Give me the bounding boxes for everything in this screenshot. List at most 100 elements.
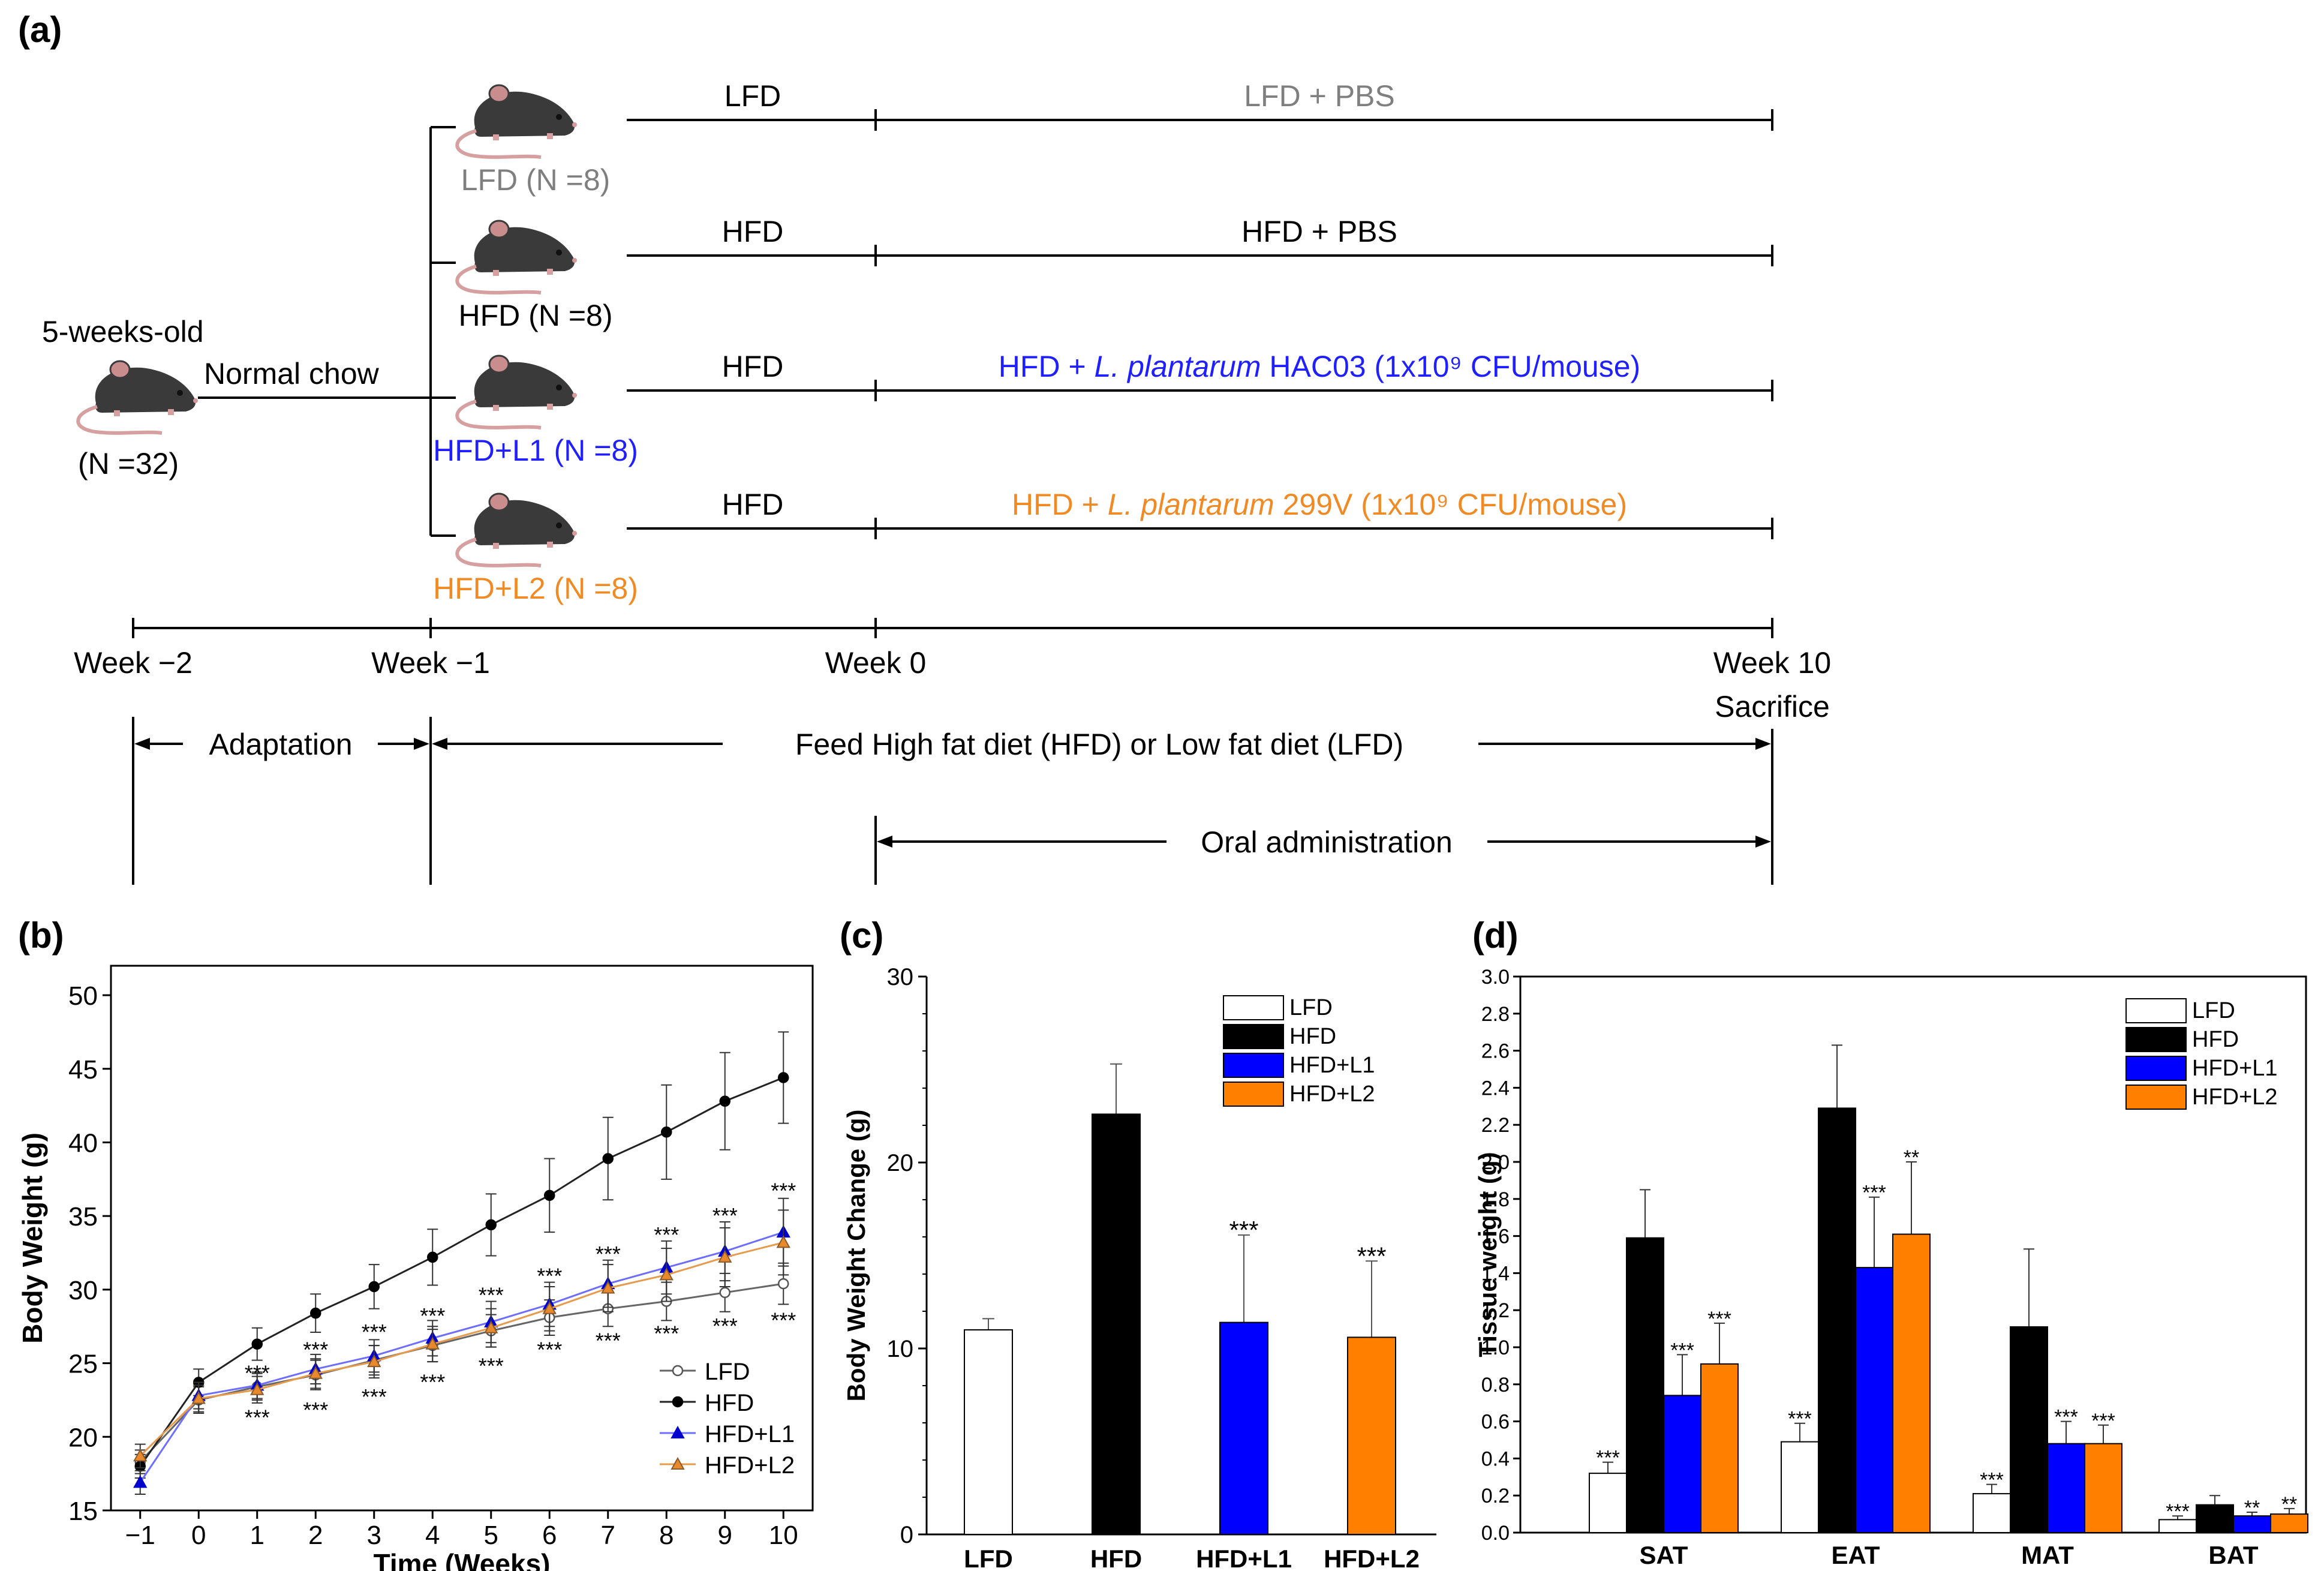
- sig-stars: ***: [362, 1320, 387, 1344]
- y-tick-label: 20: [887, 1150, 914, 1176]
- series-line-HFD: [139, 1077, 784, 1467]
- y-tick-label: 50: [68, 981, 98, 1011]
- group-phase2: HFD + L. plantarum HAC03 (1x10⁹ CFU/mous…: [999, 350, 1640, 383]
- legend-label: HFD: [1289, 1024, 1336, 1049]
- legend-label: LFD: [2192, 998, 2235, 1023]
- panel-b-label: (b): [18, 915, 64, 956]
- start-age: 5-weeks-old: [42, 315, 204, 349]
- bar-BAT-HFD: [2196, 1504, 2234, 1533]
- legend-label: HFD+L2: [2192, 1085, 2278, 1110]
- bar-MAT-HFD: [2010, 1326, 2048, 1533]
- data-point-HFD: [778, 1072, 789, 1083]
- sig-stars: ***: [362, 1384, 387, 1409]
- sig-stars: ***: [654, 1321, 679, 1345]
- x-tick-label: LFD: [964, 1545, 1013, 1571]
- panel-c: (c) 0 10 20 30 Body Weight Change (g) LFD HFD H…: [840, 915, 1436, 1571]
- sig-stars: ***: [479, 1283, 504, 1308]
- group-mouse-icon: [457, 494, 577, 566]
- feeding-label: Feed High fat diet (HFD) or Low fat diet…: [795, 728, 1403, 761]
- adaptation-arrow: Adaptation: [134, 728, 429, 761]
- data-point-HFD: [485, 1219, 497, 1231]
- sig-stars: ***: [1862, 1182, 1886, 1204]
- y-tick-label: 20: [68, 1423, 98, 1452]
- group-phase2: LFD + PBS: [1244, 79, 1395, 113]
- x-tick-label: SAT: [1640, 1541, 1688, 1569]
- x-tick-label: 10: [769, 1521, 798, 1550]
- y-tick-label: 2.2: [1481, 1114, 1510, 1137]
- y-tick-label: 2.4: [1481, 1077, 1510, 1100]
- sig-stars: ***: [2091, 1410, 2115, 1432]
- x-tick-label: 8: [659, 1521, 674, 1550]
- legend-label: HFD+L1: [705, 1421, 795, 1447]
- sig-stars: ***: [596, 1329, 621, 1353]
- bar-BAT-HFD+L1: [2233, 1515, 2271, 1533]
- panel-d: (d) 0.0 0.2 0.4 0.6 0.8 1.0 1.2 1.4 1.6 1.8 2.0 2.2…: [1472, 915, 2308, 1569]
- sig-stars: ***: [245, 1361, 270, 1386]
- sig-stars: ***: [1707, 1308, 1731, 1330]
- panel-a: (a) 5-weeks-old (N =32) Normal chow LFD …: [18, 10, 1831, 885]
- series-line-HFD+L2: [139, 1241, 784, 1457]
- group-phase2-prefix: LFD + PBS: [1244, 79, 1395, 113]
- sig-stars: ***: [712, 1314, 738, 1338]
- sig-stars: ***: [479, 1353, 504, 1378]
- oral-label: Oral administration: [1201, 825, 1453, 859]
- y-tick-label: 3.0: [1481, 966, 1510, 989]
- sig-stars: ***: [771, 1308, 796, 1332]
- sig-stars: ***: [537, 1264, 562, 1288]
- data-point-HFD: [719, 1095, 730, 1107]
- legend-marker: [671, 1456, 685, 1470]
- legend-swatch: [2125, 1027, 2187, 1052]
- group-phase1: HFD: [722, 350, 784, 383]
- bar-SAT-HFD: [1626, 1237, 1664, 1533]
- y-axis-label: Tissue weight (g): [1474, 1152, 1502, 1357]
- data-point-HFD+L2: [601, 1281, 615, 1294]
- y-tick-label: 15: [68, 1497, 98, 1526]
- legend-swatch: [2125, 1085, 2187, 1110]
- group-mouse-icon: [457, 221, 577, 293]
- panel-c-label: (c): [840, 915, 883, 956]
- data-point-HFD+L2: [484, 1320, 498, 1333]
- x-tick-label: HFD+L1: [1196, 1545, 1292, 1571]
- data-point-HFD+L2: [542, 1301, 557, 1314]
- data-point-HFD+L2: [776, 1235, 790, 1248]
- y-tick-label: 0.2: [1481, 1485, 1510, 1507]
- group-phase1: HFD: [722, 488, 784, 521]
- bar-MAT-HFD+L2: [2084, 1443, 2122, 1533]
- data-point-LFD: [778, 1278, 789, 1290]
- panel-d-label: (d): [1472, 915, 1519, 956]
- y-tick-label: 1.6: [1481, 1225, 1510, 1248]
- sig-stars: ***: [1229, 1216, 1258, 1244]
- y-tick-label: 0: [900, 1522, 913, 1548]
- data-point-HFD+L2: [308, 1366, 323, 1379]
- sig-stars: ***: [596, 1242, 621, 1266]
- group-phase2-italic: L. plantarum: [1095, 350, 1261, 383]
- x-tick-label: 6: [542, 1521, 557, 1550]
- group-phase2-prefix: HFD +: [1012, 488, 1108, 521]
- bar-SAT-LFD: [1589, 1473, 1627, 1534]
- x-tick-label: EAT: [1832, 1541, 1880, 1569]
- data-point-HFD+L2: [191, 1391, 206, 1404]
- group-name: HFD+L1 (N =8): [433, 434, 638, 467]
- data-point-HFD: [661, 1127, 672, 1138]
- x-tick-label: 5: [484, 1521, 498, 1550]
- bar-EAT-HFD+L1: [1855, 1267, 1893, 1533]
- timeline-week-0: Week 0: [825, 646, 927, 680]
- bar-EAT-LFD: [1781, 1441, 1819, 1534]
- y-tick-label: 30: [68, 1276, 98, 1305]
- bar-MAT-HFD+L1: [2047, 1443, 2085, 1533]
- y-tick-label: 35: [68, 1202, 98, 1231]
- start-diet: Normal chow: [204, 357, 380, 391]
- bar-EAT-HFD: [1818, 1107, 1856, 1533]
- legend-label: HFD+L2: [705, 1452, 795, 1479]
- data-point-HFD: [368, 1281, 380, 1293]
- y-tick-label: 40: [68, 1128, 98, 1158]
- legend-label: HFD: [2192, 1027, 2239, 1052]
- data-point-HFD: [544, 1189, 555, 1201]
- data-point-HFD: [427, 1251, 438, 1263]
- bar-BAT-HFD+L2: [2270, 1513, 2308, 1534]
- legend-label: LFD: [705, 1359, 750, 1385]
- timeline-week-minus2: Week −2: [74, 646, 193, 680]
